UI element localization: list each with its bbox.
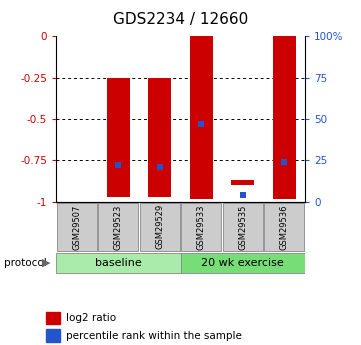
FancyBboxPatch shape <box>180 253 305 273</box>
FancyBboxPatch shape <box>56 253 180 273</box>
Text: percentile rank within the sample: percentile rank within the sample <box>66 331 242 341</box>
FancyBboxPatch shape <box>223 203 263 251</box>
Text: GSM29507: GSM29507 <box>72 204 81 249</box>
Bar <box>231 180 254 185</box>
Bar <box>45 329 60 342</box>
Text: GSM29536: GSM29536 <box>280 204 289 249</box>
Bar <box>45 312 60 324</box>
Point <box>282 159 287 165</box>
Point <box>116 162 121 168</box>
FancyBboxPatch shape <box>57 203 97 251</box>
Text: protocol: protocol <box>4 258 46 268</box>
FancyBboxPatch shape <box>264 203 304 251</box>
Text: GSM29529: GSM29529 <box>155 204 164 249</box>
Text: GSM29533: GSM29533 <box>197 204 206 249</box>
Text: log2 ratio: log2 ratio <box>66 314 116 323</box>
Text: 20 wk exercise: 20 wk exercise <box>201 258 284 268</box>
Text: baseline: baseline <box>95 258 142 268</box>
Point <box>157 164 162 170</box>
Text: GSM29523: GSM29523 <box>114 204 123 249</box>
FancyBboxPatch shape <box>98 203 138 251</box>
Point <box>240 193 245 198</box>
Bar <box>107 78 130 197</box>
Bar <box>148 78 171 197</box>
Text: ▶: ▶ <box>42 258 51 268</box>
Bar <box>190 36 213 198</box>
Text: GSM29535: GSM29535 <box>238 204 247 249</box>
Point <box>199 121 204 127</box>
FancyBboxPatch shape <box>140 203 180 251</box>
FancyBboxPatch shape <box>181 203 221 251</box>
Bar <box>273 36 296 198</box>
Text: GDS2234 / 12660: GDS2234 / 12660 <box>113 12 248 27</box>
